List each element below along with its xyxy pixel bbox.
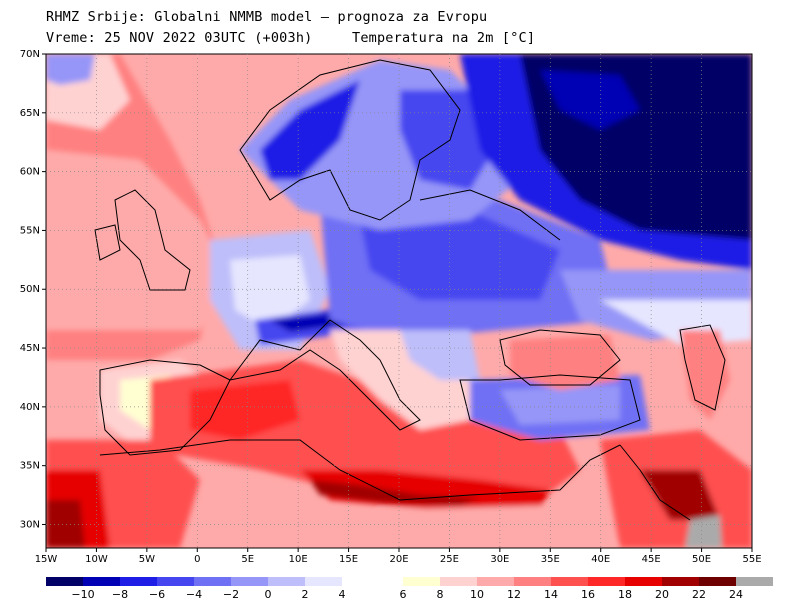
colorbar-label: −10 [71,588,94,600]
x-tick-label: 5W [139,554,155,565]
colorbar-swatch [403,577,440,586]
colorbar-label: 10 [470,588,484,600]
colorbar-label: 18 [618,588,632,600]
colorbar-swatch [366,577,403,586]
x-tick-label: 20E [389,554,408,565]
y-tick-label: 30N [20,519,40,530]
x-tick-label: 5E [241,554,254,565]
colorbar-swatch [551,577,588,586]
x-tick-label: 0 [194,554,200,565]
x-tick-label: 10W [85,554,108,565]
x-tick-label: 10E [289,554,308,565]
x-tick-label: 15E [339,554,358,565]
colorbar-swatch [83,577,120,586]
y-tick-label: 55N [20,225,40,236]
y-tick-label: 65N [20,108,40,119]
colorbar-swatch [157,577,194,586]
colorbar: −10 −8 −6 −4 −2 0 2 4 6 8 10 12 14 16 18 20 22 24 [46,577,773,600]
colorbar-swatch [514,577,551,586]
colorbar-label: 24 [729,588,743,600]
x-tick-label: 30E [490,554,509,565]
colorbar-swatch [194,577,231,586]
colorbar-label: −6 [149,588,165,600]
colorbar-label: 20 [655,588,669,600]
field-title: Temperatura na 2m [°C] [352,30,536,46]
colorbar-label: 22 [692,588,706,600]
colorbar-swatch [231,577,268,586]
longitude-ticks: 15W 10W 5W 0 5E 10E 15E 20E 25E 30E 35E 40E 45E 50E 55… [35,548,762,565]
x-tick-label: 55E [742,554,761,565]
colorbar-label: 12 [507,588,521,600]
x-tick-label: 35E [541,554,560,565]
colorbar-swatch [736,577,773,586]
x-tick-label: 15W [35,554,58,565]
y-tick-label: 35N [20,461,40,472]
y-tick-label: 50N [20,284,40,295]
colorbar-swatch [588,577,625,586]
x-tick-label: 45E [642,554,661,565]
colorbar-label: 0 [265,588,272,600]
colorbar-label: −2 [223,588,239,600]
colorbar-swatch [440,577,477,586]
x-tick-label: 25E [440,554,459,565]
colorbar-swatch [268,577,305,586]
temperature-field [46,54,752,548]
latitude-ticks: 70N 65N 60N 55N 50N 45N 40N 35N 30N [20,49,46,530]
colorbar-label: 8 [437,588,444,600]
title-line-1: RHMZ Srbije: Globalni NMMB model — progn… [46,9,488,25]
colorbar-swatch [625,577,662,586]
graticule [46,54,752,548]
colorbar-swatch [477,577,514,586]
colorbar-swatch [305,577,342,586]
coastlines [94,59,726,521]
title-line-2: Vreme: 25 NOV 2022 03UTC (+003h) [46,30,313,46]
y-tick-label: 60N [20,167,40,178]
y-tick-label: 40N [20,402,40,413]
colorbar-swatch [662,577,699,586]
y-tick-label: 70N [20,49,40,60]
colorbar-label: 14 [544,588,558,600]
colorbar-label: −8 [112,588,128,600]
colorbar-swatch [699,577,736,586]
colorbar-label: −4 [186,588,202,600]
colorbar-label: 4 [339,588,346,600]
colorbar-label: 6 [400,588,407,600]
colorbar-swatch [46,577,83,586]
colorbar-label: 2 [302,588,309,600]
colorbar-swatch [120,577,157,586]
x-tick-label: 40E [591,554,610,565]
y-tick-label: 45N [20,343,40,354]
colorbar-label: 16 [581,588,595,600]
x-tick-label: 50E [692,554,711,565]
